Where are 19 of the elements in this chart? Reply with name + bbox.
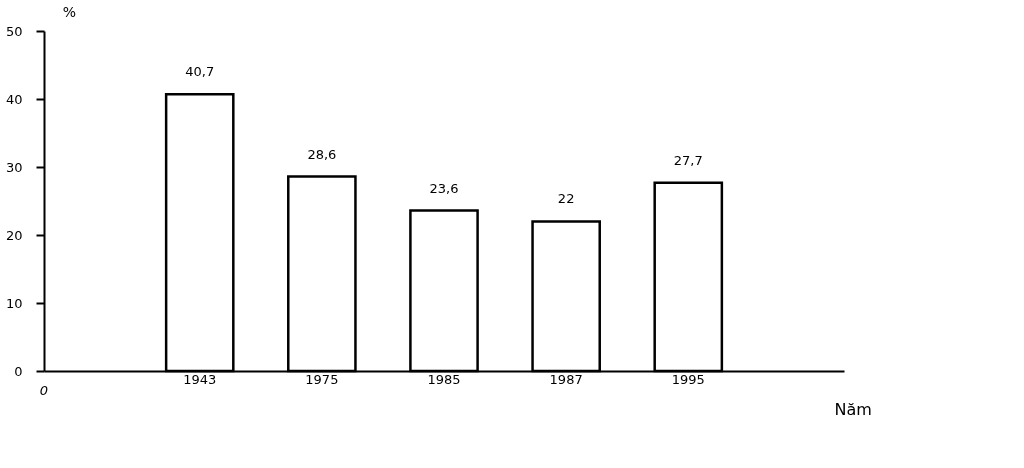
y-tick-label: 30 bbox=[5, 159, 23, 175]
y-axis-title: % bbox=[62, 3, 77, 20]
data-label: 27,7 bbox=[673, 152, 703, 168]
y-tick-label: 0 bbox=[14, 363, 23, 379]
y-tick-label: 20 bbox=[5, 227, 23, 243]
text: 0 bbox=[39, 383, 49, 398]
data-label: 22 bbox=[557, 191, 575, 207]
x-tick-label: 1985 bbox=[427, 371, 461, 387]
y-tick-label: 40 bbox=[5, 91, 23, 107]
x-tick-label: 1987 bbox=[549, 371, 583, 387]
y-tick-label: 10 bbox=[5, 295, 23, 311]
x-tick-label: 1975 bbox=[305, 371, 339, 387]
x-tick-label: 1995 bbox=[671, 371, 705, 387]
data-label: 28,6 bbox=[307, 146, 337, 162]
y-tick-label: 50 bbox=[5, 23, 23, 39]
data-label: 40,7 bbox=[185, 64, 215, 80]
data-label: 23,6 bbox=[429, 180, 459, 196]
x-tick-label: 1943 bbox=[183, 371, 217, 387]
x-axis-title: Năm bbox=[834, 399, 872, 419]
